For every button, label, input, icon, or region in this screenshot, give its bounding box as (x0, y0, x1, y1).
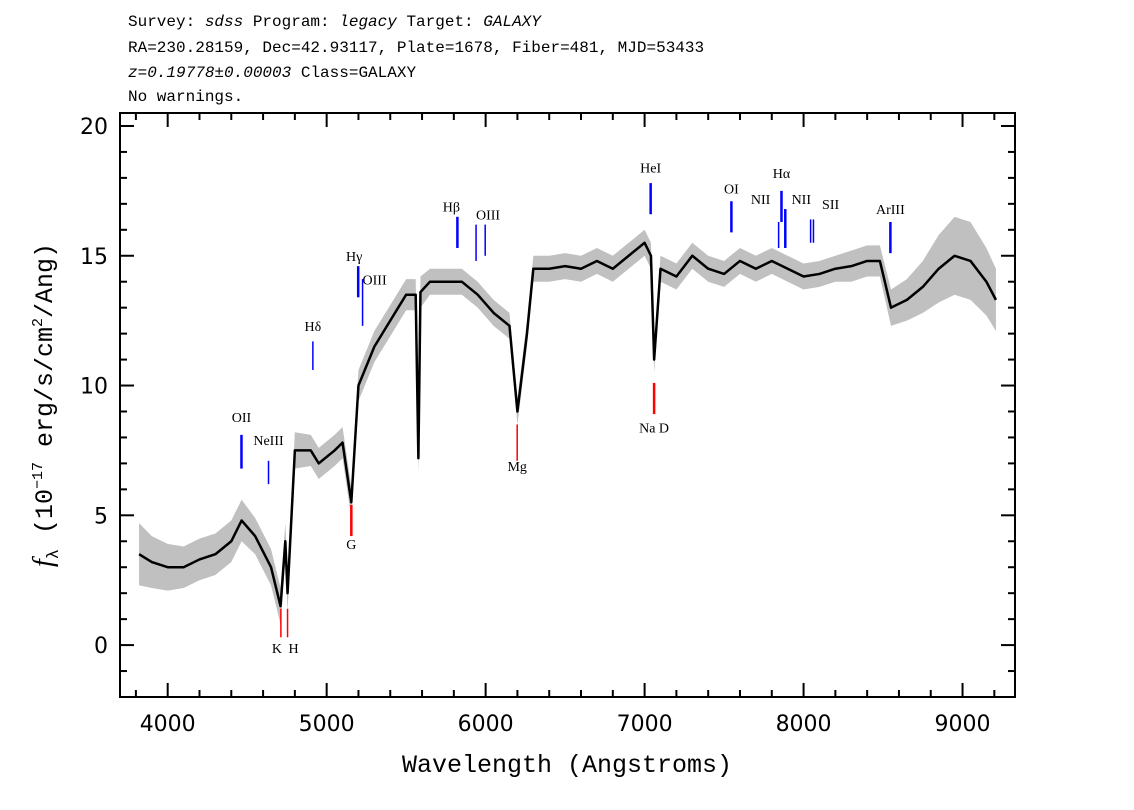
spectral-line-label: OII (232, 411, 252, 426)
spectral-line-label: H (288, 642, 298, 657)
flux-line (138, 241, 998, 608)
header-line-4: No warnings. (128, 88, 244, 106)
header-line-1: Survey: sdss Program: legacy Target: GAL… (128, 12, 541, 32)
spectral-line-label: Na D (639, 421, 669, 436)
x-tick-label: 8000 (776, 712, 832, 737)
header-text: Program: (243, 13, 340, 31)
header-line-3: z=0.19778±0.00003 Class=GALAXY (128, 63, 416, 83)
header-text: Survey: (128, 13, 205, 31)
x-tick-label: 4000 (140, 712, 196, 737)
target-value: GALAXY (483, 13, 541, 31)
x-tick-label: 6000 (458, 712, 514, 737)
spectral-line-label: OI (724, 182, 739, 197)
header-text: Target: (396, 13, 484, 31)
spectral-line-label: Hβ (443, 201, 460, 216)
x-tick-label: 7000 (617, 712, 673, 737)
plot-frame (119, 112, 1016, 698)
header-line-2: RA=230.28159, Dec=42.93117, Plate=1678, … (128, 39, 705, 57)
x-tick-label: 5000 (299, 712, 355, 737)
spectral-line-label: HeI (640, 162, 661, 177)
y-tick-label: 0 (94, 634, 108, 659)
y-tick-label: 5 (94, 504, 108, 529)
spectral-line-label: SII (822, 198, 839, 213)
y-axis-label: fλ (10−17 erg/s/cm2/Ang) (28, 243, 64, 567)
y-tick-label: 10 (80, 375, 108, 400)
spectral-line-label: Hα (773, 167, 791, 182)
spectral-line-label: K (272, 642, 282, 657)
x-tick-label: 9000 (935, 712, 991, 737)
y-tick-label: 15 (80, 245, 108, 270)
redshift-value: z=0.19778±0.00003 (128, 64, 292, 82)
spectral-line-label: NII (792, 193, 812, 208)
spectral-line-label: Mg (507, 460, 526, 475)
spectral-line-label: ArIII (876, 203, 905, 218)
y-tick-label: 20 (80, 115, 108, 140)
spectral-line-label: Hγ (346, 250, 362, 265)
spectral-line-label: G (346, 538, 356, 553)
spectral-line-label: Hδ (305, 320, 322, 335)
spectral-line-label: OIII (476, 208, 500, 223)
x-axis-label: Wavelength (Angstroms) (402, 751, 732, 780)
survey-value: sdss (204, 13, 244, 31)
program-value: legacy (339, 13, 397, 31)
spectral-line-label: NeIII (253, 434, 284, 449)
spectral-line-label: OIII (363, 273, 387, 288)
spectral-line-label: NII (751, 193, 771, 208)
class-value: Class=GALAXY (291, 64, 417, 82)
